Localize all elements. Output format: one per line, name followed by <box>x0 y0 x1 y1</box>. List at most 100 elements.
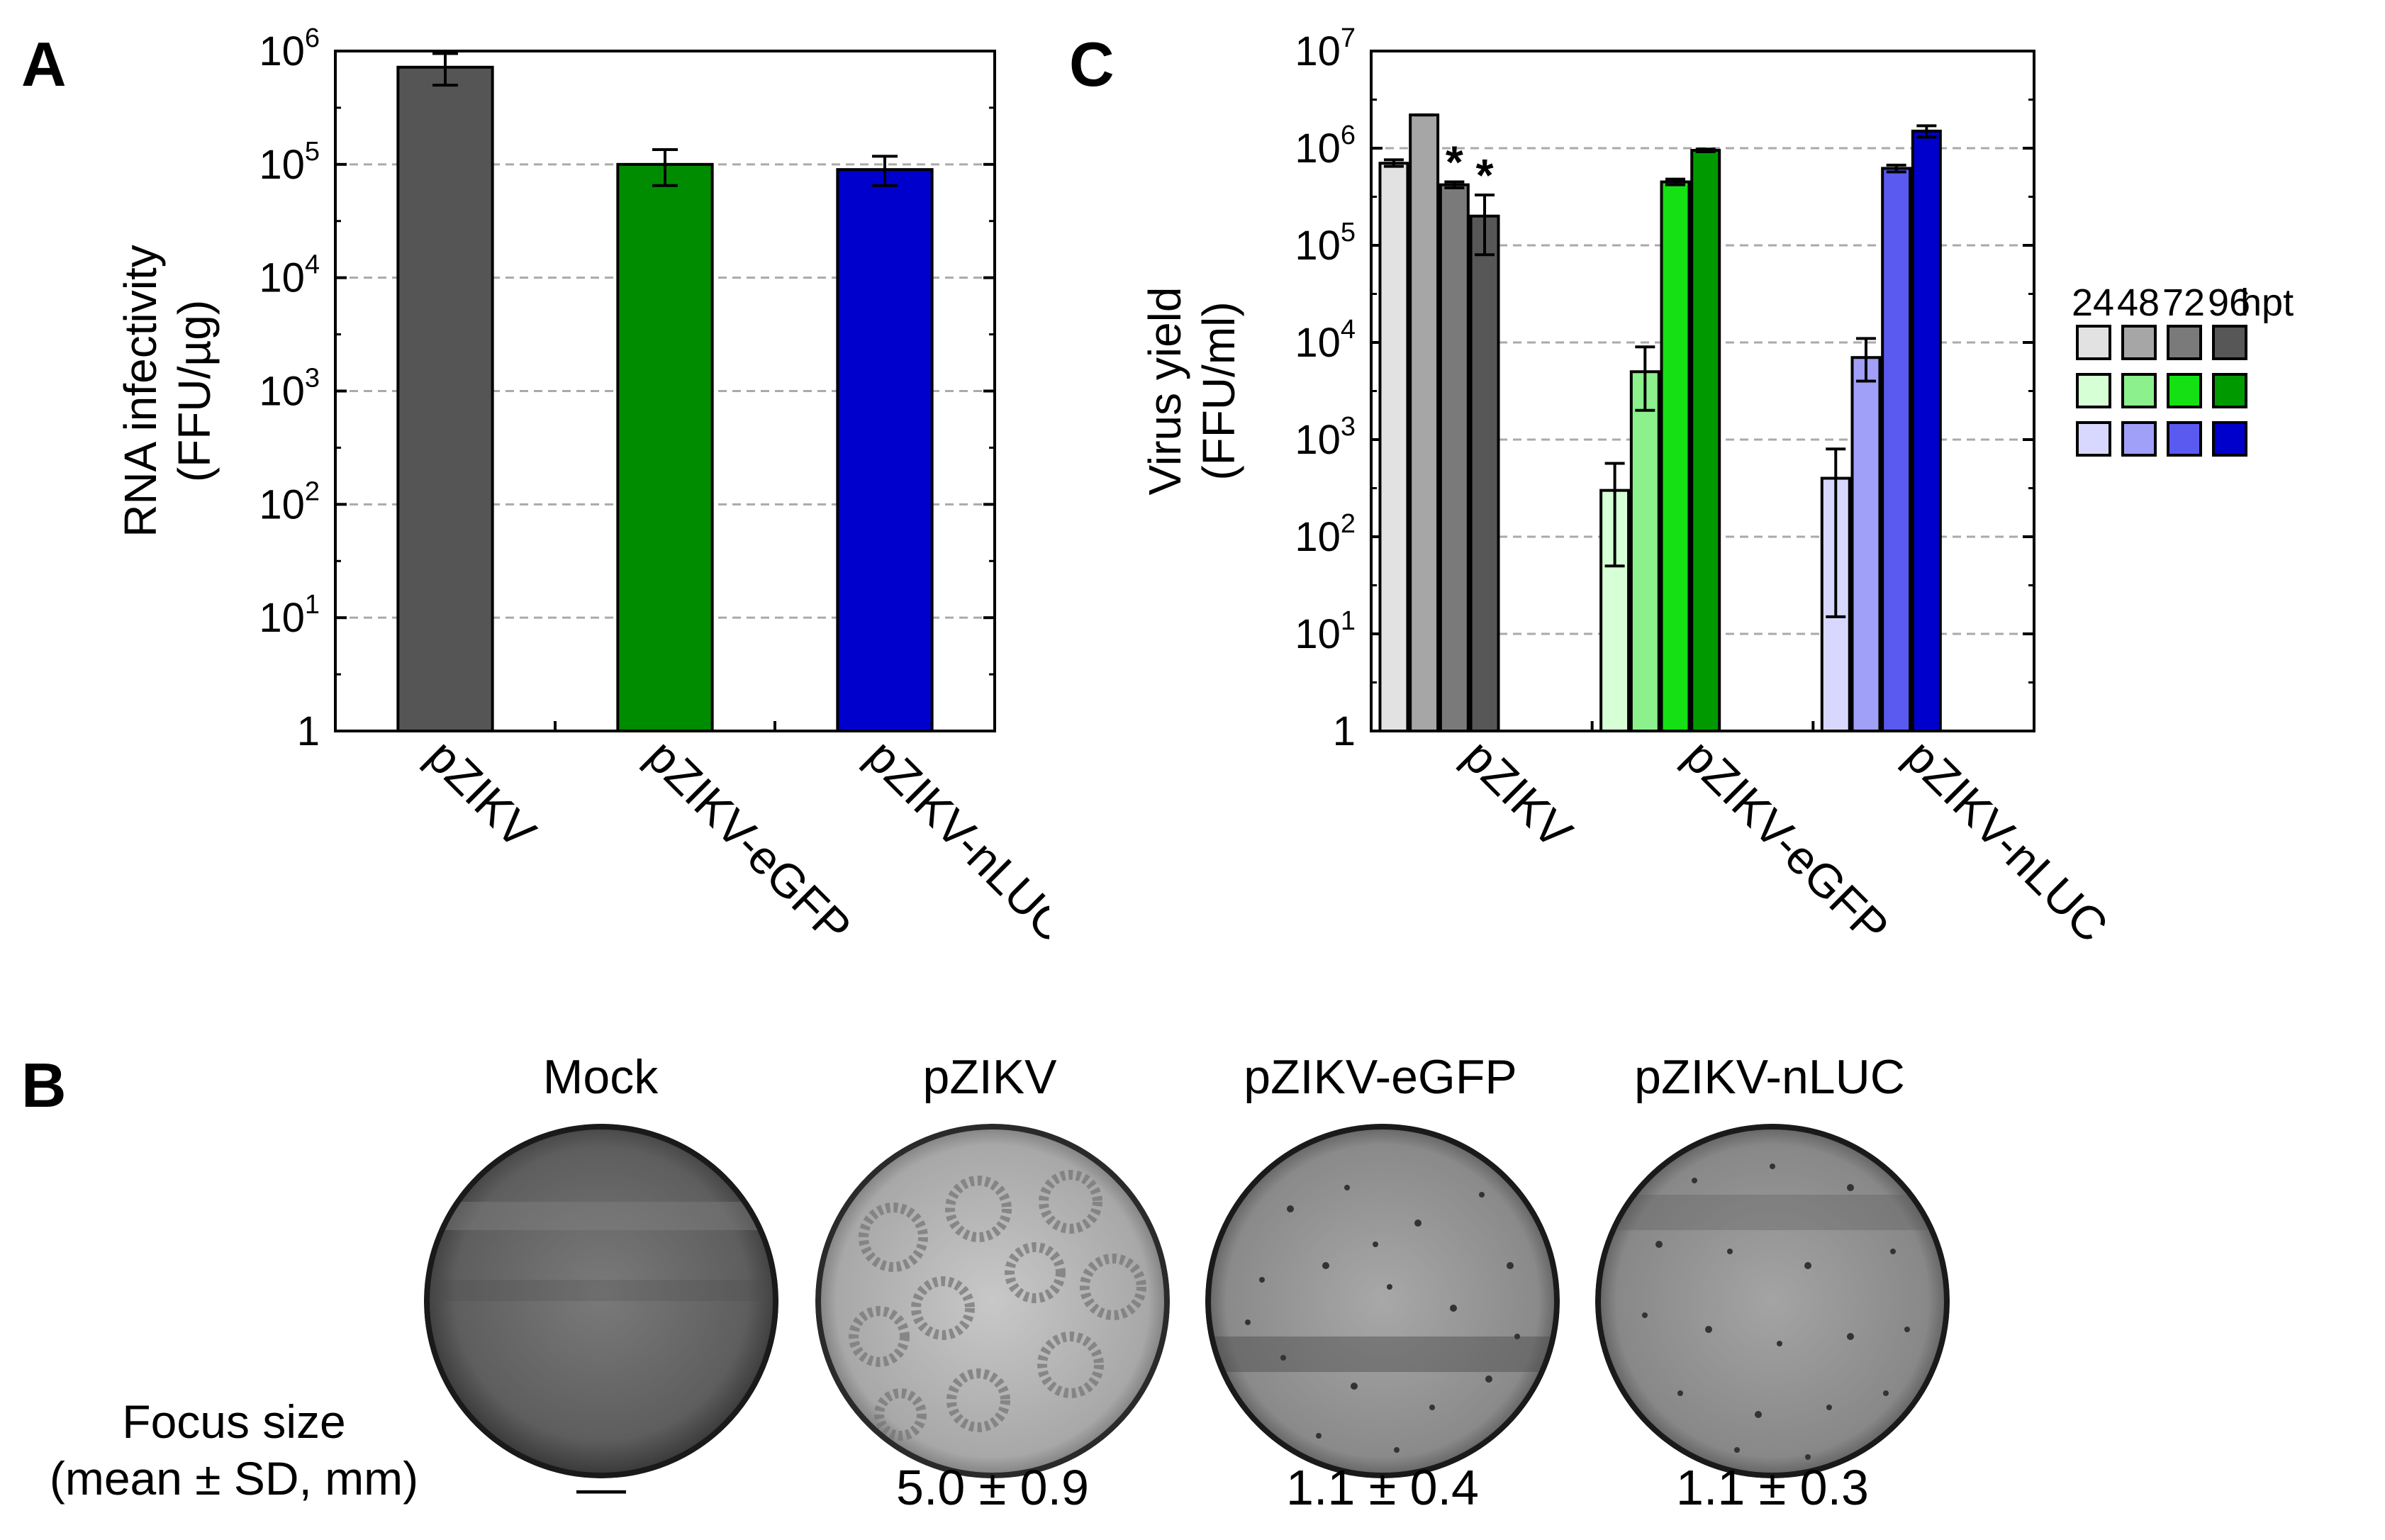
bar-pzikv-egfp-96 <box>1690 149 1721 732</box>
legend-time-label: 96 <box>2208 281 2250 324</box>
legend-swatch-pzikv-egfp-48 <box>2121 373 2157 408</box>
y-tick-label: 1 <box>297 708 320 754</box>
y-axis-label-line1: RNA infectivity <box>115 245 166 537</box>
legend-swatch-pzikv-48 <box>2121 325 2157 360</box>
bar-pzikv-nluc-72 <box>1881 167 1912 733</box>
legend-swatch-pzikv-egfp-96 <box>2212 373 2247 408</box>
y-tick-label-base: 10 <box>259 481 305 528</box>
plate-title-mock: Mock <box>542 1050 659 1104</box>
y-tick-label-base: 10 <box>259 595 305 641</box>
bar-pzikv-48 <box>1409 113 1440 733</box>
y-tick-label-base: 10 <box>259 28 305 74</box>
focus-size-label-line2: (mean ± SD, mm) <box>49 1452 419 1505</box>
legend-swatch-pzikv-nluc-24 <box>2076 421 2111 457</box>
y-tick-label-base: 10 <box>1295 417 1341 463</box>
y-tick-label-exponent: 3 <box>1341 412 1356 442</box>
panel-letter-b: B <box>21 1050 67 1120</box>
y-tick-label-base: 10 <box>1295 223 1341 269</box>
y-tick-label: 103 <box>1295 412 1356 463</box>
y-tick-label-exponent: 5 <box>1341 218 1356 247</box>
bar-pzikv-egfp <box>616 162 714 733</box>
bar-pzikv <box>396 65 494 732</box>
bar-pzikv-24 <box>1378 162 1409 733</box>
x-category-label: pZIKV-eGFP <box>1675 730 1899 954</box>
y-tick-label-exponent: 4 <box>1341 315 1356 345</box>
panel-letter-a: A <box>21 29 67 99</box>
legend-swatch-pzikv-24 <box>2076 325 2111 360</box>
bar-pzikv-egfp-72 <box>1660 180 1691 732</box>
legend-time-label: 24 <box>2072 281 2114 324</box>
legend-swatch-pzikv-egfp-72 <box>2167 373 2202 408</box>
legend-swatch-pzikv-nluc-96 <box>2212 421 2247 457</box>
legend-swatch-pzikv-egfp-24 <box>2076 373 2111 408</box>
y-tick-label-exponent: 6 <box>305 23 320 53</box>
y-tick-label: 104 <box>259 250 320 301</box>
y-tick-label-base: 1 <box>1333 708 1356 754</box>
y-tick-label-base: 1 <box>297 708 320 754</box>
plate-image-mock <box>424 1124 778 1478</box>
y-tick-label-exponent: 5 <box>305 137 320 167</box>
legend-time-label: 72 <box>2162 281 2205 324</box>
y-tick-label-exponent: 2 <box>305 476 320 506</box>
y-tick-label: 105 <box>259 137 320 188</box>
focus-size-mock: — <box>576 1460 626 1515</box>
y-tick-label: 101 <box>259 590 320 641</box>
y-tick-label-base: 10 <box>1295 125 1341 172</box>
legend-swatch-pzikv-96 <box>2212 325 2247 360</box>
y-tick-label: 106 <box>259 23 320 74</box>
y-tick-label: 104 <box>1295 315 1356 366</box>
legend-swatch-pzikv-nluc-48 <box>2121 421 2157 457</box>
focus-size-pzikv: 5.0 ± 0.9 <box>896 1460 1089 1515</box>
legend-swatch-pzikv-nluc-72 <box>2167 421 2202 457</box>
legend-swatch-pzikv-72 <box>2167 325 2202 360</box>
y-axis-label-line2: (FFU/µg) <box>169 300 220 482</box>
x-category-label: pZIKV <box>417 730 546 859</box>
y-tick-label: 102 <box>259 476 320 528</box>
bar-pzikv-nluc-96 <box>1911 129 1942 733</box>
y-tick-label-base: 10 <box>1295 320 1341 366</box>
plate-image-pzikv <box>815 1124 1170 1478</box>
y-axis-label-line2: (FFU/ml) <box>1193 301 1244 480</box>
panel-letter-c: C <box>1069 29 1115 99</box>
focus-size-label-line1: Focus size <box>122 1395 346 1448</box>
y-tick-label-exponent: 4 <box>305 250 320 280</box>
y-tick-label-exponent: 1 <box>1341 606 1356 636</box>
y-tick-label-base: 10 <box>259 369 305 415</box>
y-axis-label-line1: Virus yield <box>1139 286 1190 495</box>
significance-asterisk: * <box>1476 150 1494 201</box>
plate-title-pzikv: pZIKV <box>922 1050 1057 1104</box>
plate-image-egfp <box>1205 1124 1560 1478</box>
y-tick-label: 103 <box>259 364 320 415</box>
y-tick-label: 102 <box>1295 509 1356 560</box>
x-category-label: pZIKV <box>1453 730 1582 859</box>
significance-asterisk: * <box>1446 137 1463 188</box>
legend-unit: hpt <box>2240 281 2294 324</box>
y-tick-label-base: 10 <box>259 255 305 301</box>
y-tick-label: 107 <box>1295 23 1356 74</box>
y-tick-label-base: 10 <box>1295 514 1341 560</box>
legend-time-label: 48 <box>2117 281 2160 324</box>
y-tick-label-exponent: 7 <box>1341 23 1356 53</box>
focus-size-label: Focus size (mean ± SD, mm) <box>14 1393 454 1507</box>
y-tick-label-exponent: 2 <box>1341 509 1356 539</box>
y-tick-label: 101 <box>1295 606 1356 657</box>
y-tick-label-base: 10 <box>1295 611 1341 657</box>
plate-title-nluc: pZIKV-nLUC <box>1634 1050 1905 1104</box>
y-tick-label: 106 <box>1295 121 1356 172</box>
y-tick-label-base: 10 <box>259 142 305 188</box>
y-tick-label-base: 10 <box>1295 28 1341 74</box>
x-category-label: pZIKV-nLUC <box>856 730 1049 952</box>
y-tick-label-exponent: 6 <box>1341 121 1356 150</box>
y-tick-label-exponent: 3 <box>305 364 320 394</box>
bar-pzikv-nluc-48 <box>1850 356 1882 732</box>
focus-size-nluc: 1.1 ± 0.3 <box>1676 1460 1869 1515</box>
bar-pzikv-egfp-48 <box>1629 370 1660 732</box>
focus-size-egfp: 1.1 ± 0.4 <box>1286 1460 1479 1515</box>
x-category-label: pZIKV-eGFP <box>637 730 861 954</box>
bar-pzikv-nluc <box>836 168 934 732</box>
plate-title-egfp: pZIKV-eGFP <box>1244 1050 1517 1104</box>
bar-pzikv-96 <box>1469 214 1500 732</box>
